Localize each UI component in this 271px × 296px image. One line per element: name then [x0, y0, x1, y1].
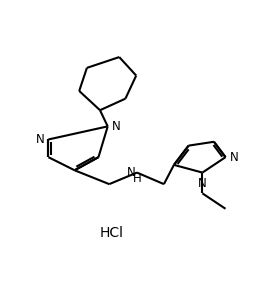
Text: N: N [230, 151, 239, 164]
Text: HCl: HCl [99, 226, 124, 240]
Text: N: N [198, 177, 207, 190]
Text: H: H [133, 172, 141, 185]
Text: N: N [127, 166, 136, 179]
Text: N: N [112, 120, 120, 133]
Text: N: N [36, 133, 44, 146]
